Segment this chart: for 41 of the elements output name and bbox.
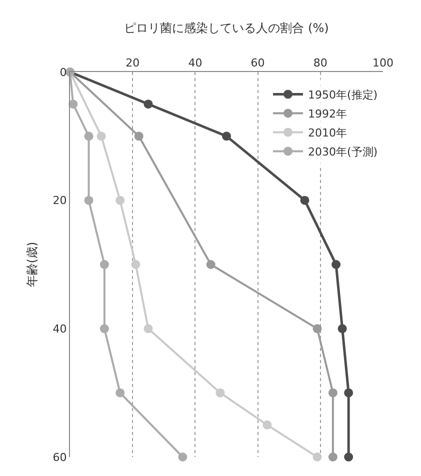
y-tick-label: 20 bbox=[52, 194, 67, 208]
point bbox=[222, 132, 231, 141]
x-tick-label: 80 bbox=[313, 56, 328, 70]
point bbox=[312, 324, 322, 334]
point bbox=[131, 260, 140, 269]
point bbox=[206, 260, 216, 269]
point bbox=[144, 324, 153, 334]
legend-label: 2030年(予測) bbox=[308, 145, 378, 158]
x-tick-label: 100 bbox=[372, 56, 394, 70]
point bbox=[332, 260, 341, 269]
point bbox=[68, 100, 78, 109]
point bbox=[84, 132, 94, 141]
point bbox=[300, 196, 310, 205]
y-tick-label: 40 bbox=[52, 322, 67, 336]
point bbox=[116, 196, 125, 205]
point bbox=[312, 452, 322, 462]
y-tick-label: 60 bbox=[52, 450, 67, 464]
point bbox=[100, 324, 109, 334]
x-axis-title: ピロリ菌に感染している人の割合 (%) bbox=[124, 21, 329, 35]
point bbox=[134, 132, 144, 141]
point bbox=[178, 452, 188, 462]
y-tick-label: 0 bbox=[60, 66, 67, 79]
point bbox=[344, 388, 354, 398]
y-axis-title: 年齢(歳) bbox=[25, 242, 39, 288]
point bbox=[328, 388, 338, 398]
point bbox=[216, 388, 225, 398]
point bbox=[116, 388, 125, 398]
point bbox=[262, 420, 272, 430]
x-tick-label: 20 bbox=[126, 56, 140, 70]
x-tick-label: 40 bbox=[188, 56, 202, 70]
legend-label: 2010年 bbox=[308, 126, 347, 140]
point bbox=[84, 196, 94, 205]
point bbox=[344, 452, 354, 462]
point bbox=[144, 100, 153, 109]
point bbox=[100, 260, 109, 269]
legend-label: 1950年(推定) bbox=[308, 88, 378, 102]
point bbox=[96, 132, 106, 141]
point bbox=[328, 452, 338, 462]
x-tick-label: 60 bbox=[250, 56, 265, 70]
point bbox=[338, 324, 347, 334]
legend-label: 1992年 bbox=[308, 107, 347, 120]
